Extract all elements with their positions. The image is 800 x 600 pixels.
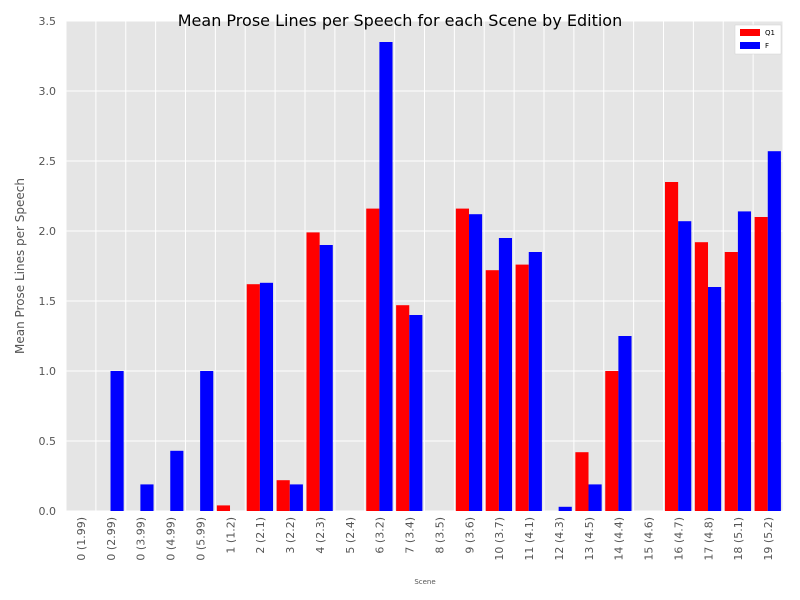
y-tick-label: 3.5 — [39, 15, 57, 28]
y-tick-label: 1.5 — [39, 295, 57, 308]
bar-f-14 — [498, 238, 513, 511]
bar-q1-11 — [396, 305, 410, 511]
y-tick-label: 1.0 — [39, 365, 57, 378]
bar-f-1 — [110, 371, 124, 511]
x-tick-label: 15 (4.6) — [643, 517, 656, 561]
bar-q1-6 — [246, 284, 260, 511]
legend-label-f: F — [765, 42, 769, 50]
x-tick-label: 5 (2.4) — [344, 517, 357, 554]
x-tick-label: 17 (4.8) — [702, 517, 715, 561]
y-tick-label: 0.0 — [39, 505, 57, 518]
x-tick-label: 7 (3.4) — [404, 517, 417, 554]
bar-f-23 — [767, 151, 781, 511]
x-tick-label: 18 (5.1) — [732, 517, 745, 561]
x-tick-label: 4 (2.3) — [314, 517, 327, 554]
y-tick-labels: 0.0 0.5 1.0 1.5 2.0 2.5 3.0 3.5 — [39, 15, 57, 518]
bar-f-6 — [259, 282, 274, 511]
bar-q1-7 — [276, 480, 290, 511]
x-tick-label: 14 (4.4) — [613, 517, 626, 561]
x-tick-label: 8 (3.5) — [433, 517, 446, 554]
y-tick-label: 2.5 — [39, 155, 57, 168]
bar-f-2 — [140, 484, 154, 511]
bar-q1-8 — [306, 232, 320, 511]
bar-q1-22 — [724, 252, 738, 511]
x-tick-label: 6 (3.2) — [374, 517, 387, 554]
x-tick-label: 13 (4.5) — [583, 517, 596, 561]
x-tick-label: 1 (1.2) — [224, 517, 237, 554]
x-tick-label: 0 (3.99) — [135, 517, 148, 561]
bar-f-13 — [469, 214, 483, 511]
bar-f-15 — [528, 252, 542, 511]
x-tick-label: 12 (4.3) — [553, 517, 566, 561]
bar-f-18 — [618, 336, 632, 511]
y-tick-label: 3.0 — [39, 85, 57, 98]
bar-f-20 — [678, 221, 692, 511]
bar-q1-15 — [515, 264, 529, 511]
x-tick-label: 10 (3.7) — [493, 517, 506, 561]
bar-f-17 — [588, 484, 602, 511]
bar-f-3 — [170, 450, 184, 511]
x-axis-title: Scene — [414, 578, 435, 586]
x-tick-label: 9 (3.6) — [463, 517, 476, 554]
legend-swatch-f — [740, 42, 760, 49]
legend-swatch-q1 — [740, 29, 760, 36]
bar-f-22 — [737, 211, 752, 511]
x-tick-label: 0 (2.99) — [105, 517, 118, 561]
x-tick-label: 0 (5.99) — [194, 517, 207, 561]
x-tick-label: 3 (2.2) — [284, 517, 297, 554]
bar-q1-20 — [664, 182, 679, 511]
y-tick-label: 2.0 — [39, 225, 57, 238]
bar-f-4 — [200, 371, 214, 511]
bar-q1-21 — [694, 242, 709, 511]
bar-f-8 — [319, 245, 333, 511]
grid — [65, 20, 784, 512]
y-tick-label: 0.5 — [39, 435, 57, 448]
y-axis-title: Mean Prose Lines per Speech — [13, 178, 27, 354]
bar-q1-17 — [575, 452, 589, 511]
x-tick-label: 2 (2.1) — [254, 517, 267, 554]
bars — [110, 42, 781, 511]
legend: Q1 F — [734, 24, 782, 55]
x-tick-label: 16 (4.7) — [672, 517, 685, 561]
x-tick-label: 0 (1.99) — [75, 517, 88, 561]
bar-f-7 — [289, 484, 303, 511]
x-tick-label: 11 (4.1) — [523, 517, 536, 561]
bar-f-10 — [379, 42, 393, 511]
x-tick-labels: 0 (1.99) 0 (2.99) 0 (3.99) 0 (4.99) 0 (5.99)… — [75, 517, 775, 561]
bar-f-21 — [708, 287, 722, 511]
legend-label-q1: Q1 — [765, 29, 775, 37]
x-tick-label: 19 (5.2) — [762, 517, 775, 561]
bar-q1-13 — [455, 208, 470, 511]
bar-f-16 — [558, 506, 572, 511]
chart-title: Mean Prose Lines per Speech for each Sce… — [178, 11, 622, 30]
bar-q1-18 — [605, 371, 619, 511]
bar-q1-23 — [754, 217, 768, 511]
bar-q1-14 — [485, 270, 499, 511]
bar-q1-10 — [366, 208, 380, 511]
x-tick-label: 0 (4.99) — [165, 517, 178, 561]
bar-q1-5 — [216, 505, 231, 511]
bar-f-11 — [409, 315, 423, 511]
